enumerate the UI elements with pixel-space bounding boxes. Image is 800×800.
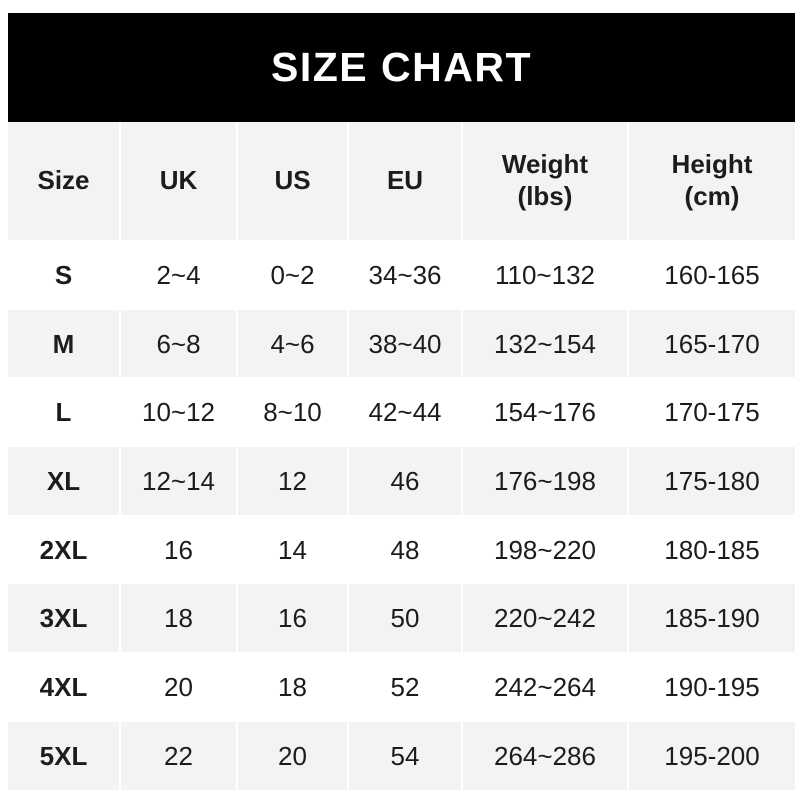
size-chart-table: Size UK US EU Weight (lbs) Height (cm) S 2~4 0~… (8, 122, 795, 791)
cell-uk: 2~4 (120, 240, 238, 310)
cell-size: S (8, 240, 121, 310)
cell-us: 18 (237, 652, 349, 722)
cell-weight: 198~220 (462, 515, 629, 585)
cell-height: 180-185 (628, 515, 795, 585)
cell-eu: 54 (348, 721, 463, 791)
column-header-eu: EU (348, 122, 463, 241)
cell-uk: 10~12 (120, 377, 238, 448)
cell-weight: 110~132 (462, 240, 629, 310)
cell-eu: 50 (348, 583, 463, 654)
table-row: XL 12~14 12 46 176~198 175-180 (8, 446, 795, 516)
table-body: S 2~4 0~2 34~36 110~132 160-165 M 6~8 4~6 38~40 13… (8, 240, 795, 791)
cell-eu: 48 (348, 515, 463, 585)
cell-eu: 42~44 (348, 377, 463, 448)
cell-height: 175-180 (628, 446, 795, 516)
table-header: Size UK US EU Weight (lbs) Height (cm) (8, 122, 795, 241)
cell-height: 160-165 (628, 240, 795, 310)
table-row: L 10~12 8~10 42~44 154~176 170-175 (8, 377, 795, 448)
cell-height: 185-190 (628, 583, 795, 654)
cell-size: XL (8, 446, 121, 516)
cell-us: 14 (237, 515, 349, 585)
cell-size: 2XL (8, 515, 121, 585)
cell-size: 4XL (8, 652, 121, 722)
cell-eu: 46 (348, 446, 463, 516)
cell-weight: 154~176 (462, 377, 629, 448)
cell-us: 4~6 (237, 309, 349, 379)
column-header-weight: Weight (lbs) (462, 122, 629, 241)
cell-height: 190-195 (628, 652, 795, 722)
cell-eu: 38~40 (348, 309, 463, 379)
cell-weight: 176~198 (462, 446, 629, 516)
cell-eu: 34~36 (348, 240, 463, 310)
cell-size: 5XL (8, 721, 121, 791)
column-header-us: US (237, 122, 349, 241)
cell-height: 165-170 (628, 309, 795, 379)
size-chart-card: SIZE CHART Size UK US EU Weight (lbs) Height … (8, 13, 795, 791)
cell-height: 170-175 (628, 377, 795, 448)
cell-us: 0~2 (237, 240, 349, 310)
cell-us: 12 (237, 446, 349, 516)
cell-us: 16 (237, 583, 349, 654)
table-row: S 2~4 0~2 34~36 110~132 160-165 (8, 240, 795, 310)
cell-uk: 6~8 (120, 309, 238, 379)
cell-uk: 20 (120, 652, 238, 722)
cell-size: M (8, 309, 121, 379)
table-row: 3XL 18 16 50 220~242 185-190 (8, 583, 795, 654)
cell-height: 195-200 (628, 721, 795, 791)
table-row: M 6~8 4~6 38~40 132~154 165-170 (8, 309, 795, 379)
column-header-height: Height (cm) (628, 122, 795, 241)
cell-us: 8~10 (237, 377, 349, 448)
table-row: 2XL 16 14 48 198~220 180-185 (8, 515, 795, 585)
cell-weight: 264~286 (462, 721, 629, 791)
table-header-row: Size UK US EU Weight (lbs) Height (cm) (8, 122, 795, 241)
column-header-uk: UK (120, 122, 238, 241)
cell-uk: 22 (120, 721, 238, 791)
cell-uk: 18 (120, 583, 238, 654)
cell-us: 20 (237, 721, 349, 791)
title-banner: SIZE CHART (8, 13, 795, 122)
table-row: 4XL 20 18 52 242~264 190-195 (8, 652, 795, 722)
column-header-size: Size (8, 122, 121, 241)
page-title: SIZE CHART (271, 44, 532, 90)
cell-uk: 16 (120, 515, 238, 585)
table-row: 5XL 22 20 54 264~286 195-200 (8, 721, 795, 791)
cell-size: L (8, 377, 121, 448)
cell-weight: 242~264 (462, 652, 629, 722)
cell-uk: 12~14 (120, 446, 238, 516)
cell-weight: 132~154 (462, 309, 629, 379)
cell-eu: 52 (348, 652, 463, 722)
cell-size: 3XL (8, 583, 121, 654)
cell-weight: 220~242 (462, 583, 629, 654)
